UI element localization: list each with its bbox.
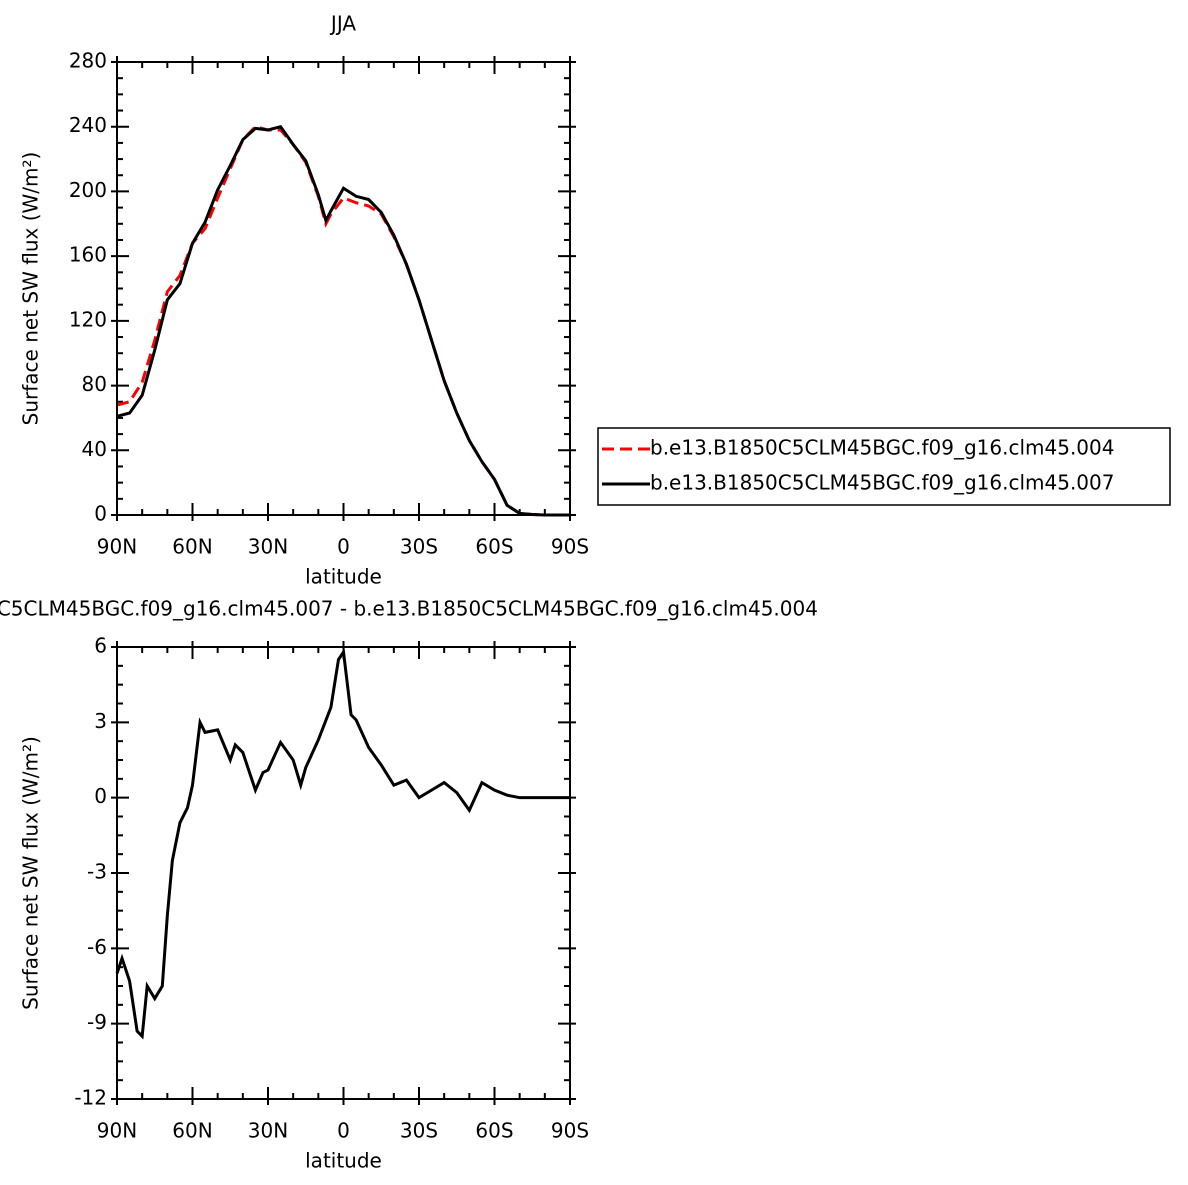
x-axis-label: latitude	[305, 565, 382, 589]
y-tick-label: -9	[87, 1010, 107, 1034]
y-tick-label: -3	[87, 860, 107, 884]
x-tick-label: 60S	[475, 535, 513, 559]
x-tick-label: 90S	[551, 1119, 589, 1143]
legend-label: b.e13.B1850C5CLM45BGC.f09_g16.clm45.007	[650, 471, 1114, 495]
chart-title: b.e13.B1850C5CLM45BGC.f09_g16.clm45.007 …	[0, 597, 818, 621]
x-tick-label: 0	[337, 1119, 350, 1143]
y-axis-label: Surface net SW flux (W/m²)	[19, 152, 43, 426]
y-tick-label: 200	[69, 178, 107, 202]
x-tick-label: 60N	[172, 1119, 212, 1143]
y-tick-label: 80	[82, 372, 107, 396]
y-tick-label: 6	[94, 634, 107, 658]
y-tick-label: 280	[69, 49, 107, 73]
x-tick-label: 60S	[475, 1119, 513, 1143]
y-tick-label: 40	[82, 437, 107, 461]
y-tick-label: -12	[74, 1086, 107, 1110]
x-tick-label: 60N	[172, 535, 212, 559]
y-tick-label: 120	[69, 307, 107, 331]
y-tick-label: 160	[69, 243, 107, 267]
data-line	[115, 647, 570, 1040]
y-tick-label: 240	[69, 113, 107, 137]
x-tick-label: 90S	[551, 535, 589, 559]
y-tick-label: 0	[94, 784, 107, 808]
plot-frame	[116, 61, 571, 516]
x-axis-label: latitude	[305, 1149, 382, 1173]
data-line	[116, 125, 570, 517]
x-tick-label: 30N	[248, 1119, 288, 1143]
x-tick-label: 30S	[400, 535, 438, 559]
plot-frame	[116, 646, 571, 1100]
legend-box	[597, 427, 1171, 506]
y-tick-label: 3	[94, 709, 107, 733]
x-tick-label: 90N	[97, 1119, 137, 1143]
data-line	[116, 124, 570, 517]
x-tick-label: 30S	[400, 1119, 438, 1143]
y-axis-label: Surface net SW flux (W/m²)	[19, 736, 43, 1010]
y-tick-label: 0	[94, 502, 107, 526]
x-tick-label: 30N	[248, 535, 288, 559]
legend-label: b.e13.B1850C5CLM45BGC.f09_g16.clm45.004	[650, 436, 1114, 460]
chart-title: JJA	[329, 12, 356, 36]
x-tick-label: 90N	[97, 535, 137, 559]
y-tick-label: -6	[87, 935, 107, 959]
x-tick-label: 0	[337, 535, 350, 559]
